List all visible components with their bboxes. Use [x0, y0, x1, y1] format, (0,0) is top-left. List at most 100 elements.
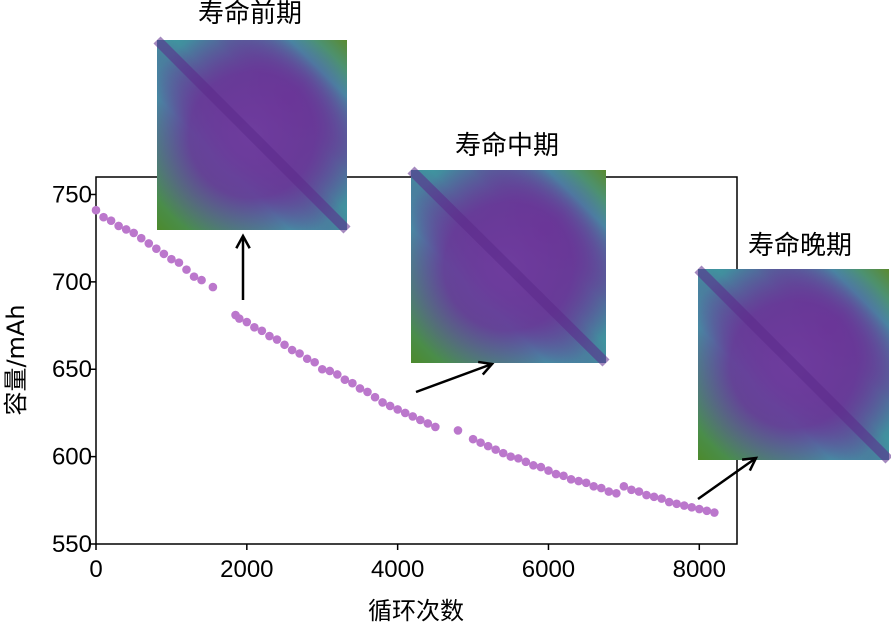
data-point: [302, 354, 312, 364]
data-point: [257, 326, 267, 336]
x-axis-label: 循环次数: [368, 597, 464, 625]
inset-title: 寿命晚期: [748, 231, 852, 261]
data-point: [559, 471, 568, 481]
data-point: [197, 275, 206, 285]
data-point: [317, 364, 327, 374]
data-point: [99, 212, 108, 222]
y-tick-label: 550: [52, 531, 92, 558]
data-point: [348, 378, 357, 388]
arrow-shaft: [415, 362, 493, 394]
data-point: [265, 331, 274, 341]
y-tick-label: 700: [52, 269, 92, 296]
data-point: [612, 489, 621, 498]
data-point: [370, 392, 380, 402]
data-point: [589, 482, 599, 491]
data-point: [355, 384, 365, 393]
data-point: [581, 478, 591, 488]
data-point: [310, 357, 319, 367]
arrow-head-icon: [741, 456, 759, 472]
inset-heatmap: 寿命中期: [407, 131, 610, 394]
data-point: [657, 494, 666, 503]
data-point: [521, 457, 531, 467]
data-point: [144, 239, 154, 248]
data-points: [91, 205, 719, 517]
data-point: [544, 466, 553, 475]
data-point: [596, 483, 606, 493]
data-point: [385, 401, 395, 411]
data-point: [280, 340, 289, 350]
x-tick-label: 6000: [522, 556, 575, 583]
data-point: [129, 228, 139, 238]
data-point: [710, 508, 719, 517]
data-point: [483, 441, 493, 451]
data-point: [687, 503, 697, 512]
data-point: [295, 349, 304, 358]
y-tick-label: 600: [52, 444, 92, 471]
data-point: [159, 249, 169, 259]
data-point: [333, 370, 342, 379]
data-point: [234, 314, 244, 323]
data-point: [287, 345, 297, 355]
data-point: [529, 461, 538, 470]
data-point: [536, 462, 546, 472]
data-point: [408, 412, 418, 421]
y-tick-label: 650: [52, 356, 92, 383]
data-point: [423, 419, 433, 428]
y-tick-label: 750: [52, 181, 92, 208]
data-point: [363, 387, 372, 397]
data-point: [114, 221, 123, 231]
data-point: [619, 482, 629, 491]
inset-title: 寿命前期: [198, 0, 302, 29]
data-point: [174, 258, 184, 267]
data-point: [694, 504, 704, 514]
arrow-head-icon: [477, 360, 495, 376]
arrow-head-icon: [235, 233, 251, 249]
data-point: [325, 366, 335, 376]
data-point: [574, 476, 583, 486]
data-point: [393, 405, 402, 414]
data-point: [702, 506, 712, 516]
data-point: [642, 490, 651, 500]
data-point: [506, 452, 516, 461]
x-tick-label: 0: [89, 556, 102, 583]
data-point: [604, 487, 614, 496]
arrow-shaft: [697, 456, 757, 501]
data-point: [566, 475, 576, 484]
data-point: [679, 501, 689, 510]
data-point: [340, 375, 350, 385]
heatmap-diagonal: [694, 265, 891, 464]
data-point: [91, 205, 101, 215]
x-tick-label: 8000: [673, 556, 726, 583]
data-point: [431, 422, 440, 432]
data-point: [167, 254, 176, 264]
x-tick-label: 4000: [371, 556, 424, 583]
data-point: [498, 448, 508, 458]
data-point: [672, 499, 681, 509]
data-point: [468, 434, 478, 444]
data-point: [649, 492, 659, 502]
data-point: [415, 415, 425, 425]
data-point: [242, 317, 252, 327]
data-point: [634, 487, 644, 496]
data-point: [250, 322, 259, 332]
data-point: [400, 408, 410, 418]
inset-title: 寿命中期: [455, 131, 559, 161]
axes: 0 2000 4000 6000 8000 550 600 650 700 750: [52, 181, 726, 583]
x-tick-label: 2000: [220, 556, 273, 583]
heatmap-diagonal: [407, 166, 610, 367]
heatmap-diagonal: [153, 36, 351, 234]
data-point: [551, 469, 561, 479]
data-point: [121, 225, 131, 234]
data-point: [189, 272, 199, 281]
data-point: [106, 216, 116, 225]
data-point: [476, 438, 485, 447]
data-point: [136, 233, 146, 243]
data-point: [514, 454, 523, 463]
data-point: [152, 244, 161, 253]
data-point: [272, 335, 282, 344]
y-axis-label: 容量/mAh: [2, 304, 30, 415]
data-point: [378, 398, 387, 407]
inset-heatmap: 寿命晚期: [694, 231, 891, 501]
data-point: [491, 445, 500, 454]
